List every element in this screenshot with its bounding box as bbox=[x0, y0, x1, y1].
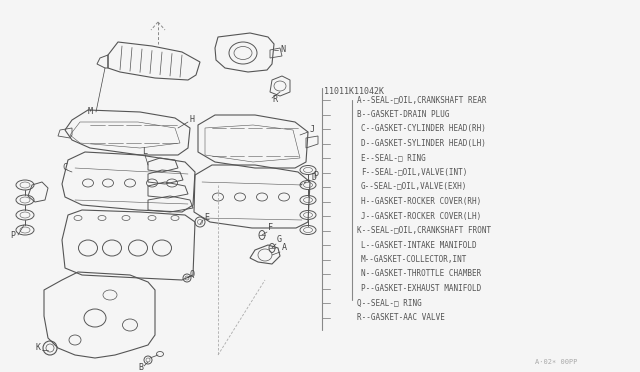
Text: A·02∗ 00PP: A·02∗ 00PP bbox=[535, 359, 577, 365]
Text: G: G bbox=[277, 235, 282, 244]
Text: D: D bbox=[312, 173, 317, 183]
Text: M: M bbox=[88, 108, 93, 116]
Text: A--SEAL-□OIL,CRANKSHAFT REAR: A--SEAL-□OIL,CRANKSHAFT REAR bbox=[357, 96, 486, 105]
Text: H: H bbox=[190, 115, 195, 125]
Text: H--GASKET-ROCKER COVER(RH): H--GASKET-ROCKER COVER(RH) bbox=[361, 197, 481, 206]
Text: M--GASKET-COLLECTOR,INT: M--GASKET-COLLECTOR,INT bbox=[361, 255, 467, 264]
Text: P--GASKET-EXHAUST MANIFOLD: P--GASKET-EXHAUST MANIFOLD bbox=[361, 284, 481, 293]
Text: 11011K: 11011K bbox=[324, 87, 354, 96]
Text: K: K bbox=[36, 343, 41, 353]
Text: K--SEAL-□OIL,CRANKSHAFT FRONT: K--SEAL-□OIL,CRANKSHAFT FRONT bbox=[357, 226, 491, 235]
Text: Q--SEAL-□ RING: Q--SEAL-□ RING bbox=[357, 298, 422, 308]
Text: R: R bbox=[272, 96, 277, 105]
Text: D--GASKET-SYLINDER HEAD(LH): D--GASKET-SYLINDER HEAD(LH) bbox=[361, 139, 486, 148]
Text: B--GASKET-DRAIN PLUG: B--GASKET-DRAIN PLUG bbox=[357, 110, 449, 119]
Text: N--GASKET-THROTTLE CHAMBER: N--GASKET-THROTTLE CHAMBER bbox=[361, 269, 481, 279]
Text: A: A bbox=[282, 244, 287, 253]
Text: L--GASKET-INTAKE MANIFOLD: L--GASKET-INTAKE MANIFOLD bbox=[361, 241, 477, 250]
Text: E--SEAL-□ RING: E--SEAL-□ RING bbox=[361, 154, 426, 163]
Text: F--SEAL-□OIL,VALVE(INT): F--SEAL-□OIL,VALVE(INT) bbox=[361, 168, 467, 177]
Text: E: E bbox=[204, 214, 209, 222]
Text: P: P bbox=[10, 231, 15, 240]
Text: C: C bbox=[62, 164, 67, 173]
Text: F: F bbox=[268, 224, 273, 232]
Text: G--SEAL-□OIL,VALVE(EXH): G--SEAL-□OIL,VALVE(EXH) bbox=[361, 183, 467, 192]
Text: Q: Q bbox=[190, 269, 195, 279]
Text: J: J bbox=[310, 125, 315, 135]
Text: B: B bbox=[138, 363, 143, 372]
Text: C--GASKET-CYLINDER HEAD(RH): C--GASKET-CYLINDER HEAD(RH) bbox=[361, 125, 486, 134]
Text: N: N bbox=[280, 45, 285, 55]
Text: 11042K: 11042K bbox=[354, 87, 384, 96]
Text: R--GASKET-AAC VALVE: R--GASKET-AAC VALVE bbox=[357, 313, 445, 322]
Text: P: P bbox=[313, 170, 318, 180]
Text: J--GASKET-ROCKER COVER(LH): J--GASKET-ROCKER COVER(LH) bbox=[361, 212, 481, 221]
Text: L: L bbox=[142, 148, 147, 157]
